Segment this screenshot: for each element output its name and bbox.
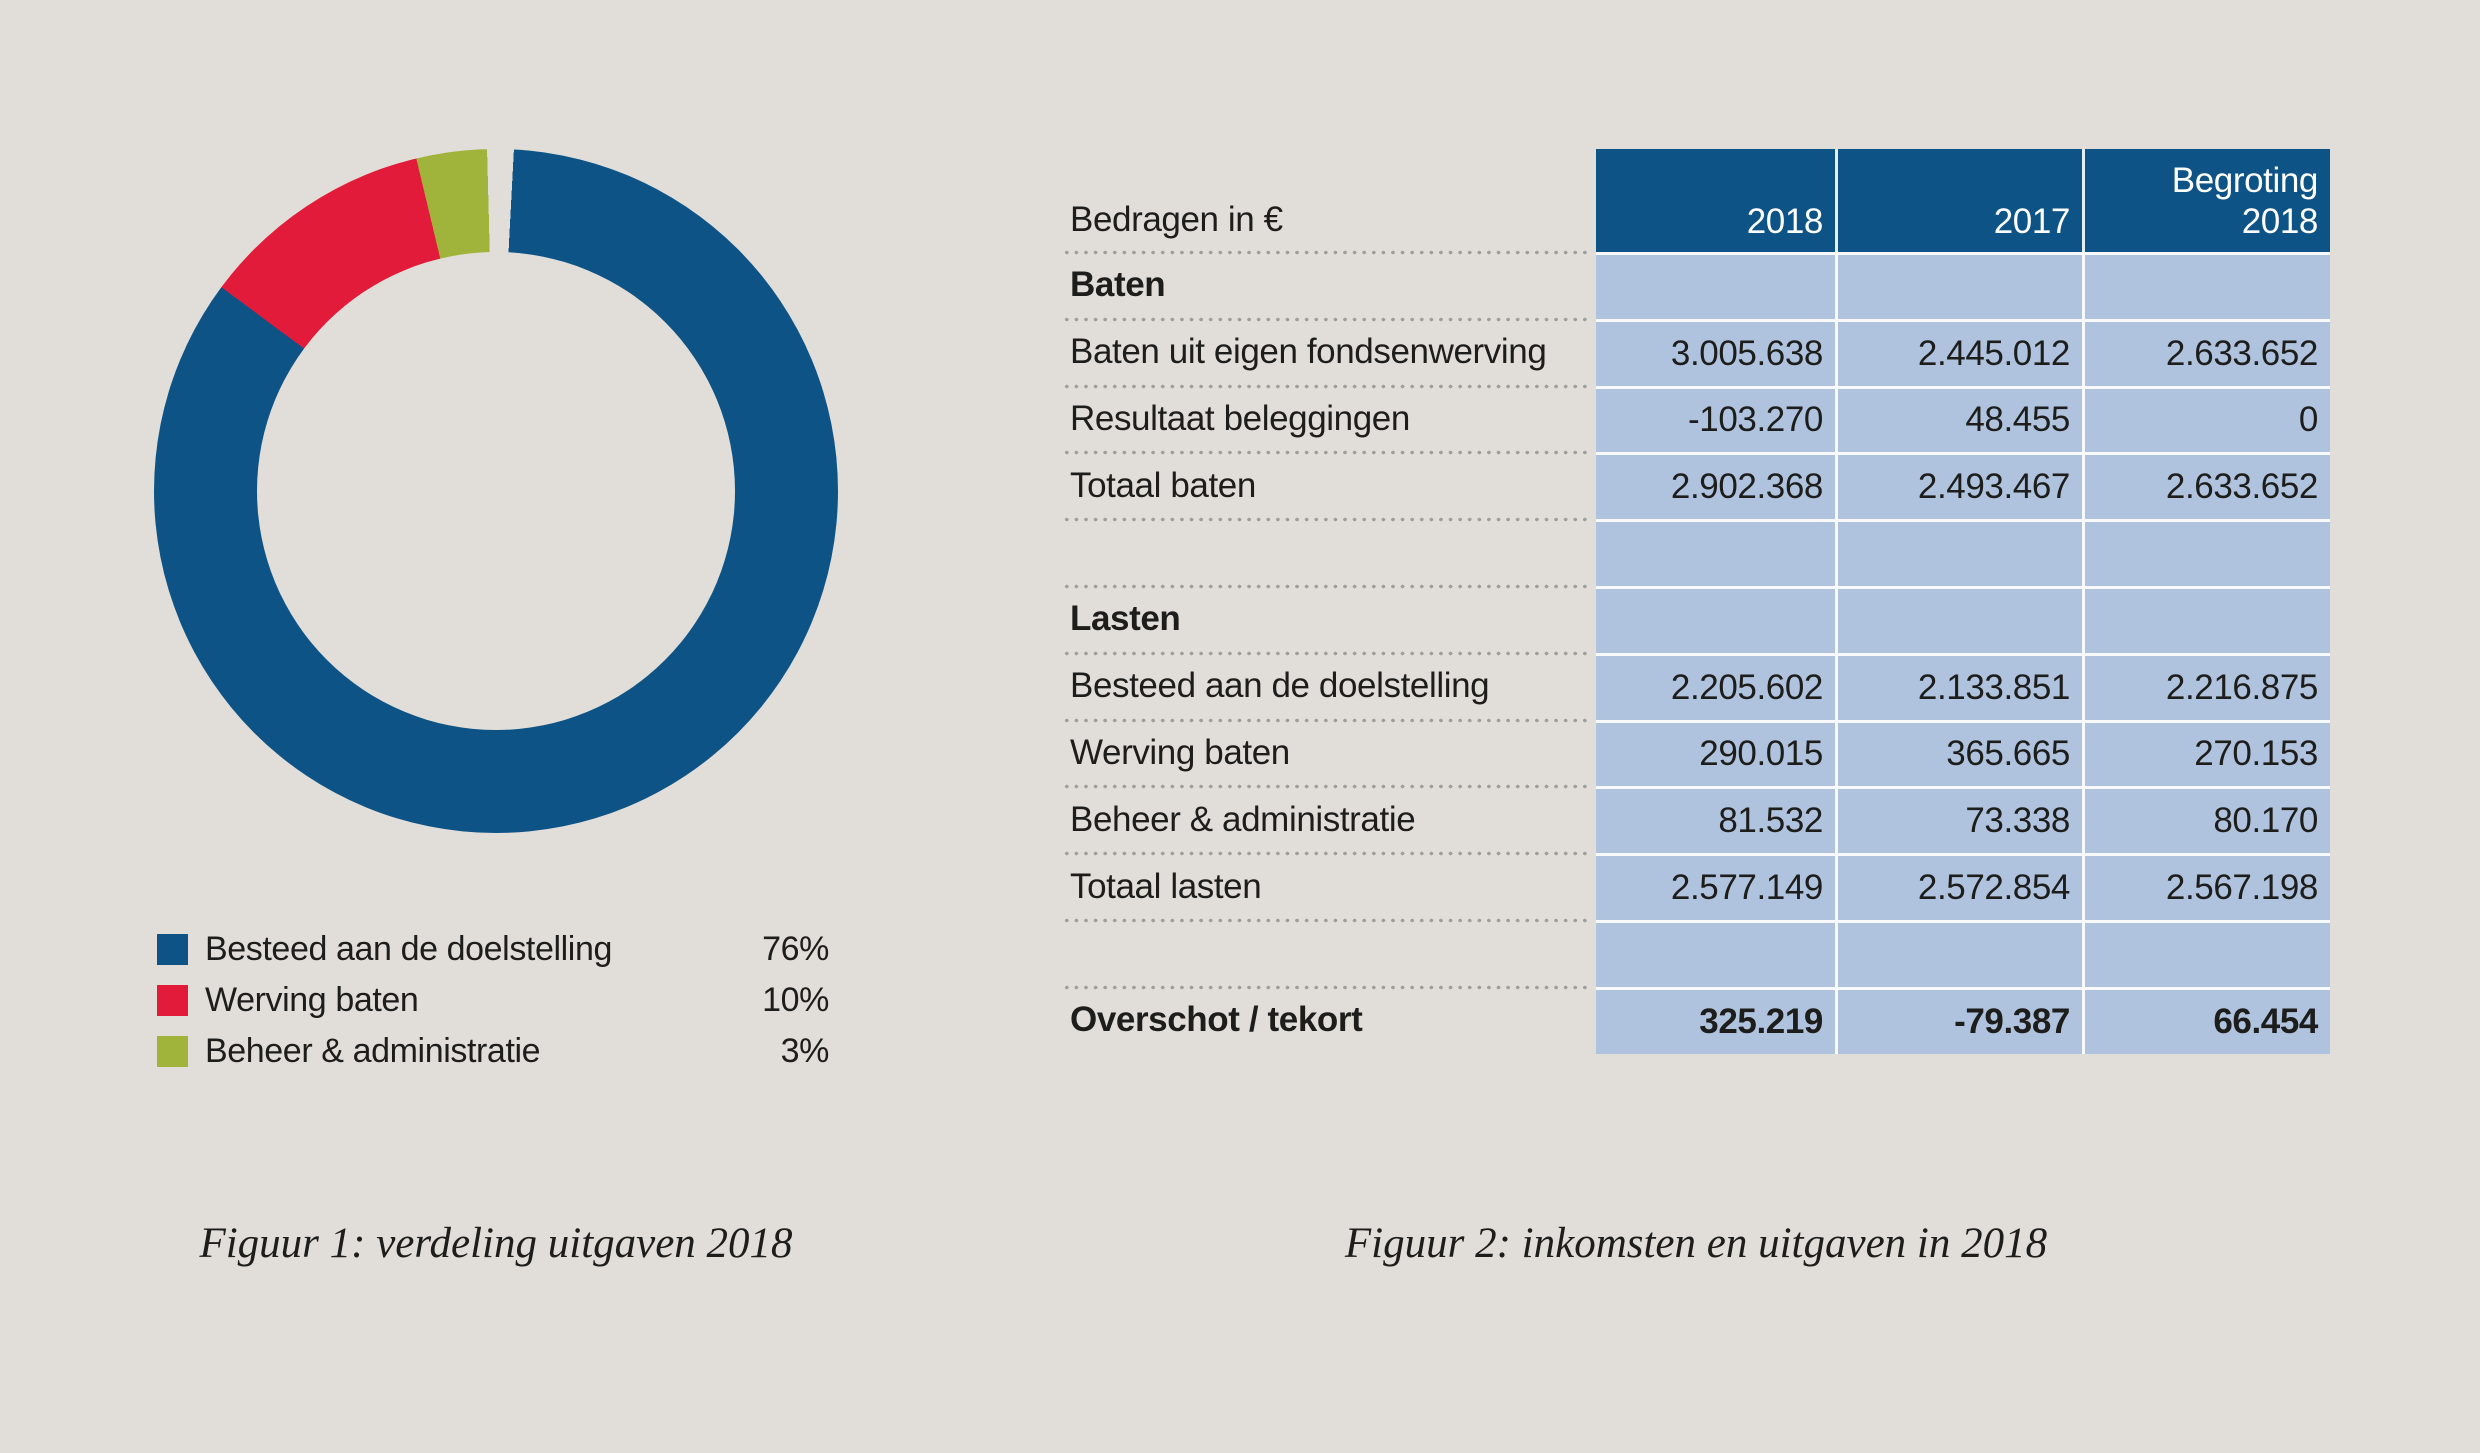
table-cell: 2.902.368 <box>1596 452 1835 520</box>
table-header-column: Begroting 2018 <box>2082 149 2330 252</box>
table-row-label: Baten <box>1062 250 1596 319</box>
table-cell: 2.205.602 <box>1596 652 1835 720</box>
table-cell: 2.577.149 <box>1596 853 1835 920</box>
table-row-label: Totaal lasten <box>1062 851 1596 920</box>
table-row-label: Baten uit eigen fondsenwerving <box>1062 316 1596 386</box>
table-row-label <box>1062 517 1596 586</box>
table-row-label <box>1062 917 1596 987</box>
table-cell: -103.270 <box>1596 385 1835 453</box>
financial-table: Bedragen in € 2018 2017 Begroting 2018 Baten… <box>1062 149 2330 1054</box>
legend-label: Beheer & administratie <box>205 1032 541 1070</box>
table-cell: -79.387 <box>1835 986 2082 1054</box>
legend-percentage: 3% <box>780 1032 830 1070</box>
legend-percentage: 76% <box>762 930 829 968</box>
table-row-label: Overschot / tekort <box>1062 984 1596 1054</box>
figure-2-caption: Figuur 2: inkomsten en uitgaven in 2018 <box>1344 1220 2048 1267</box>
table-cell <box>1596 519 1835 586</box>
table-cell <box>1835 519 2082 586</box>
figure-1-caption: Figuur 1: verdeling uitgaven 2018 <box>199 1220 793 1267</box>
table-cell: 2.567.198 <box>2082 853 2330 920</box>
table-cell: 2.216.875 <box>2082 652 2330 720</box>
table-header-column: 2018 <box>1596 149 1835 252</box>
donut-hole <box>257 252 735 730</box>
table-cell: 365.665 <box>1835 719 2082 787</box>
table-cell: 2.572.854 <box>1835 853 2082 920</box>
table-cell <box>1835 585 2082 653</box>
legend-swatch-icon <box>157 1036 188 1067</box>
table-row-label: Werving baten <box>1062 717 1596 787</box>
table-cell: 290.015 <box>1596 719 1835 787</box>
table-row-label: Totaal baten <box>1062 450 1596 519</box>
table-cell: 2.493.467 <box>1835 452 2082 520</box>
table-cell <box>1835 919 2082 987</box>
table-row-label: Beheer & administratie <box>1062 784 1596 853</box>
table-cell <box>2082 919 2330 987</box>
table-header-column: 2017 <box>1835 149 2082 252</box>
table-cell: 81.532 <box>1596 786 1835 854</box>
table-cell <box>2082 585 2330 653</box>
table-cell <box>1835 252 2082 319</box>
table-cell: 73.338 <box>1835 786 2082 854</box>
legend-item: Besteed aan de doelstelling 76% <box>157 924 829 975</box>
table-cell: 0 <box>2082 385 2330 453</box>
table-cell: 2.445.012 <box>1835 318 2082 386</box>
table-cell: 3.005.638 <box>1596 318 1835 386</box>
legend-label: Besteed aan de doelstelling <box>205 930 612 968</box>
table-cell: 2.133.851 <box>1835 652 2082 720</box>
table-row-label: Besteed aan de doelstelling <box>1062 650 1596 720</box>
table-cell: 66.454 <box>2082 986 2330 1054</box>
table-cell: 80.170 <box>2082 786 2330 854</box>
table-cell: 48.455 <box>1835 385 2082 453</box>
table-cell: 325.219 <box>1596 986 1835 1054</box>
legend-item: Beheer & administratie 3% <box>157 1026 829 1077</box>
legend-label: Werving baten <box>205 981 419 1019</box>
table-cell <box>1596 252 1835 319</box>
table-cell: 2.633.652 <box>2082 318 2330 386</box>
donut-legend: Besteed aan de doelstelling 76% Werving ba… <box>157 924 829 1077</box>
legend-percentage: 10% <box>762 981 829 1019</box>
table-cell <box>1596 919 1835 987</box>
legend-swatch-icon <box>157 934 188 965</box>
table-cell <box>1596 585 1835 653</box>
donut-chart <box>154 149 838 833</box>
table-cell: 2.633.652 <box>2082 452 2330 520</box>
legend-swatch-icon <box>157 985 188 1016</box>
legend-item: Werving baten 10% <box>157 975 829 1026</box>
table-cell: 270.153 <box>2082 719 2330 787</box>
table-cell <box>2082 519 2330 586</box>
table-cell <box>2082 252 2330 319</box>
table-header-label: Bedragen in € <box>1070 200 1283 239</box>
table-row-label: Lasten <box>1062 583 1596 653</box>
table-row-label: Resultaat beleggingen <box>1062 383 1596 453</box>
